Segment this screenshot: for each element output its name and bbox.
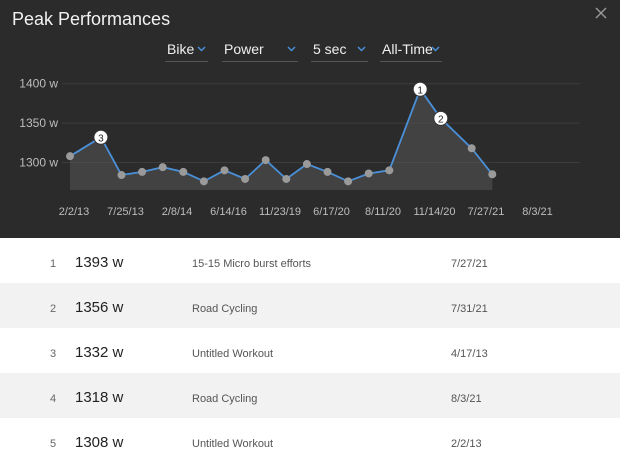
row-value: 1393 w <box>75 254 124 271</box>
data-point <box>364 169 373 178</box>
x-tick-label: 7/25/13 <box>107 206 144 218</box>
data-point <box>117 171 126 180</box>
row-date: 7/31/21 <box>451 303 488 315</box>
data-point <box>323 167 332 176</box>
peak-performances-panel: Peak Performances Bike Power 5 sec All-T… <box>0 0 620 238</box>
row-date: 4/17/13 <box>451 348 488 360</box>
list-row-3[interactable]: 3 1332 w Untitled Workout 4/17/13 <box>0 328 620 373</box>
row-rank: 4 <box>50 393 57 405</box>
peak-power-chart: 1300 w 1350 w 1400 w 3 1 2 2/2/13 7/25/13 2/8/14… <box>19 77 580 218</box>
row-date: 7/27/21 <box>451 258 488 270</box>
y-tick-label: 1300 w <box>19 155 58 169</box>
point-rank-label: 1 <box>417 85 423 96</box>
data-point-ranked <box>412 81 428 97</box>
filter-bar: Bike Power 5 sec All-Time <box>0 38 620 62</box>
metric-dropdown[interactable]: Power <box>222 38 298 62</box>
peak-list: 1 1393 w 15-15 Micro burst efforts 7/27/… <box>0 238 620 463</box>
row-rank: 5 <box>50 438 57 450</box>
data-point <box>138 167 147 176</box>
data-point <box>220 166 229 175</box>
data-point <box>199 177 208 186</box>
panel-title: Peak Performances <box>12 9 171 29</box>
data-point <box>66 152 74 161</box>
row-workout: 15-15 Micro burst efforts <box>192 258 312 270</box>
close-icon[interactable] <box>594 6 608 20</box>
range-dropdown-label: All-Time <box>382 41 433 57</box>
row-value: 1356 w <box>75 299 124 316</box>
data-point <box>302 160 311 169</box>
data-point-ranked <box>93 129 109 145</box>
point-rank-label: 3 <box>98 133 104 144</box>
data-point <box>467 144 476 153</box>
x-tick-label: 2/2/13 <box>59 206 90 218</box>
x-tick-label: 6/17/20 <box>313 206 350 218</box>
x-tick-label: 8/3/21 <box>522 206 553 218</box>
data-point-ranked <box>433 110 449 126</box>
data-point <box>344 177 353 186</box>
chevron-down-icon <box>197 46 206 52</box>
row-value: 1332 w <box>75 344 124 361</box>
row-date: 8/3/21 <box>451 393 482 405</box>
data-point <box>241 174 250 183</box>
row-value: 1308 w <box>75 434 124 451</box>
area-fill <box>70 89 493 190</box>
x-tick-label: 11/14/20 <box>413 206 455 218</box>
data-point <box>282 174 291 183</box>
y-tick-label: 1400 w <box>19 77 58 91</box>
row-workout: Road Cycling <box>192 303 258 315</box>
x-tick-label: 7/27/21 <box>468 206 505 218</box>
sport-dropdown-label: Bike <box>167 41 195 57</box>
data-point <box>385 166 394 175</box>
duration-dropdown-label: 5 sec <box>313 41 347 57</box>
list-row-5[interactable]: 5 1308 w Untitled Workout 2/2/13 <box>0 418 620 463</box>
metric-dropdown-label: Power <box>224 41 264 57</box>
x-tick-label: 6/14/16 <box>210 206 247 218</box>
data-point <box>179 167 188 176</box>
list-row-2[interactable]: 2 1356 w Road Cycling 7/31/21 <box>0 283 620 328</box>
x-tick-label: 8/11/20 <box>365 206 401 218</box>
chevron-down-icon <box>287 46 296 52</box>
row-workout: Untitled Workout <box>192 438 274 450</box>
chevron-down-icon <box>357 46 366 52</box>
x-tick-label: 11/23/19 <box>259 206 301 218</box>
point-rank-label: 2 <box>438 114 444 125</box>
list-row-4[interactable]: 4 1318 w Road Cycling 8/3/21 <box>0 373 620 418</box>
row-rank: 2 <box>50 303 57 315</box>
range-dropdown[interactable]: All-Time <box>380 38 442 62</box>
y-tick-label: 1350 w <box>19 116 58 130</box>
row-rank: 3 <box>50 348 57 360</box>
chevron-down-icon <box>431 46 440 52</box>
row-workout: Untitled Workout <box>192 348 274 360</box>
row-workout: Road Cycling <box>192 393 258 405</box>
row-rank: 1 <box>50 258 57 270</box>
data-point <box>488 170 497 179</box>
list-row-1[interactable]: 1 1393 w 15-15 Micro burst efforts 7/27/… <box>0 238 620 283</box>
sport-dropdown[interactable]: Bike <box>165 38 208 62</box>
data-point <box>261 156 270 165</box>
row-date: 2/2/13 <box>451 438 482 450</box>
x-tick-label: 2/8/14 <box>162 206 193 218</box>
row-value: 1318 w <box>75 389 124 406</box>
data-point <box>158 163 167 172</box>
duration-dropdown[interactable]: 5 sec <box>311 38 368 62</box>
